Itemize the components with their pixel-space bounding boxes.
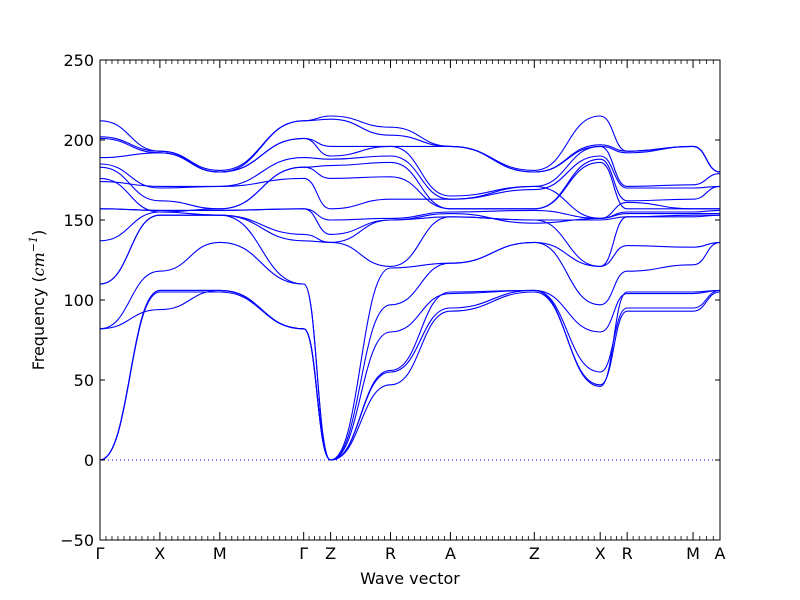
phonon-bands	[99, 115, 721, 461]
y-tick-label: 100	[63, 291, 94, 310]
y-axis-label-unit: cm	[29, 252, 48, 276]
y-tick-label: 0	[84, 451, 94, 470]
x-tick-label: M	[686, 544, 700, 563]
x-tick-label: Z	[325, 544, 336, 563]
x-tick-label: X	[595, 544, 606, 563]
y-axis-ticks: −50 0 50 100 150 200 250	[60, 51, 720, 550]
x-tick-label: Z	[529, 544, 540, 563]
x-tick-label: M	[213, 544, 227, 563]
y-axis-label-prefix: Frequency (	[29, 276, 48, 370]
x-tick-label: A	[445, 544, 456, 563]
minor-ticks	[105, 60, 714, 540]
x-tick-label: Γ	[299, 544, 308, 563]
y-tick-label: 50	[74, 371, 94, 390]
y-tick-label: 150	[63, 211, 94, 230]
band-line-1	[99, 291, 721, 461]
x-tick-label: R	[385, 544, 396, 563]
x-axis-label: Wave vector	[360, 569, 460, 588]
band-line-13	[99, 158, 721, 210]
x-tick-label: X	[154, 544, 165, 563]
y-tick-label: −50	[60, 531, 94, 550]
band-line-10	[99, 208, 721, 221]
x-tick-label: R	[622, 544, 633, 563]
y-axis-label-suffix: )	[29, 230, 48, 236]
band-line-14	[99, 155, 721, 200]
band-line-5	[99, 241, 721, 461]
x-tick-label: Γ	[96, 544, 105, 563]
y-axis-label-exponent: −1	[27, 236, 40, 252]
band-line-8	[99, 211, 720, 243]
band-line-3	[99, 289, 721, 461]
y-tick-label: 250	[63, 51, 94, 70]
y-tick-label: 200	[63, 131, 94, 150]
y-axis-label: Frequency (cm−1)	[27, 230, 48, 371]
band-line-18	[99, 115, 721, 173]
x-tick-label: A	[715, 544, 726, 563]
band-line-4	[99, 289, 721, 461]
